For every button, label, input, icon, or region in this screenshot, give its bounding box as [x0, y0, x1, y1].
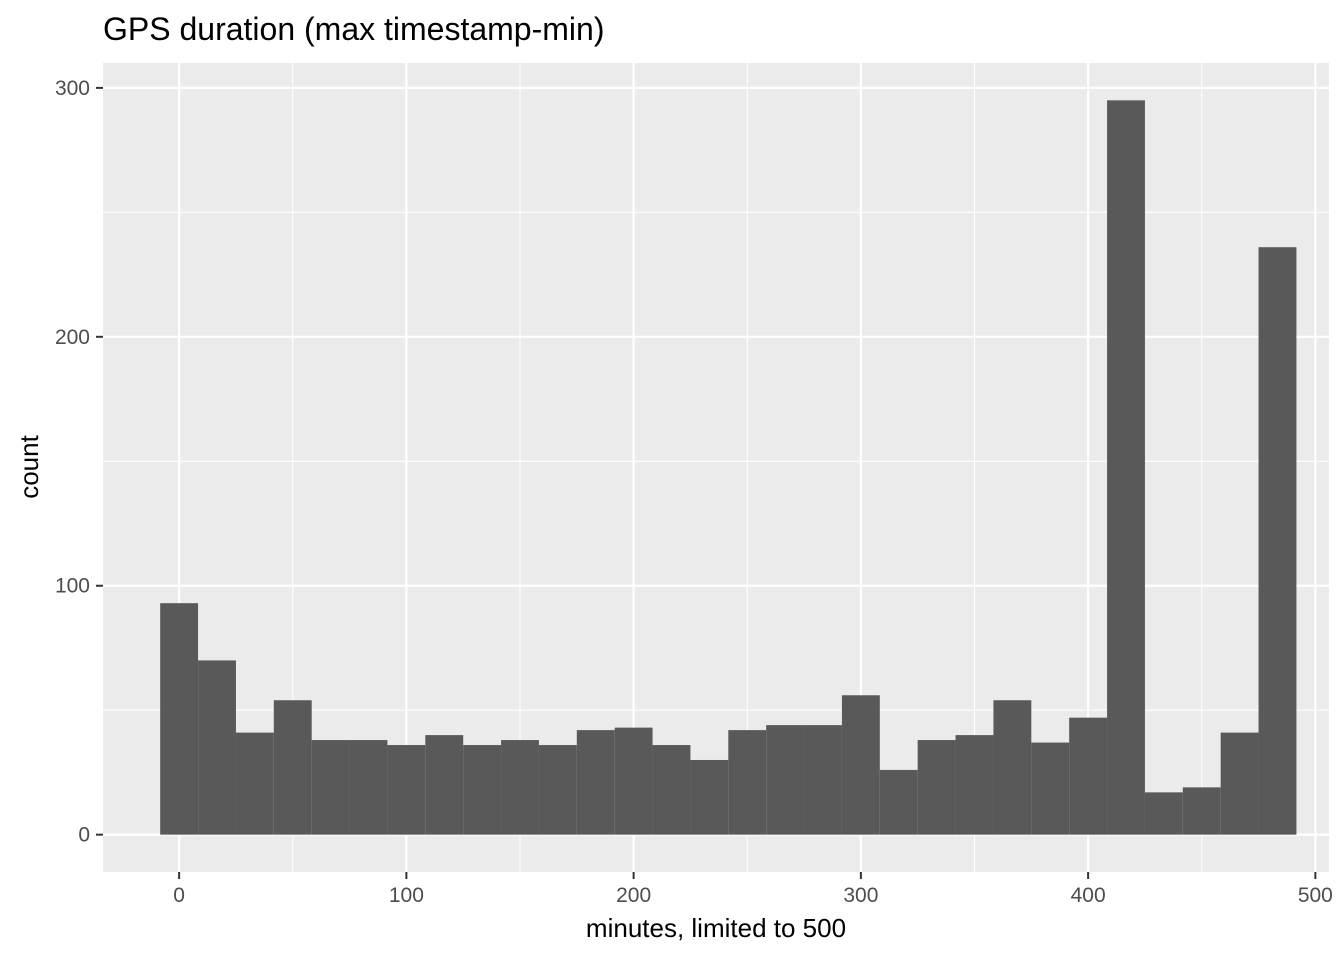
- y-tick-label: 300: [55, 77, 90, 100]
- histogram-bar: [841, 695, 880, 835]
- histogram-bars: [160, 100, 1297, 835]
- histogram-bar: [198, 660, 236, 835]
- chart-title: GPS duration (max timestamp-min): [103, 11, 604, 47]
- x-axis: 0 100 200 300 400 500: [173, 872, 1333, 907]
- histogram-bar: [1258, 247, 1297, 835]
- histogram-bar: [538, 745, 577, 835]
- histogram-bar: [804, 725, 842, 835]
- y-axis-title: count: [14, 434, 44, 498]
- y-tick-label: 200: [55, 326, 90, 349]
- histogram-bar: [1182, 787, 1221, 835]
- x-tick-label: 0: [173, 884, 185, 907]
- x-tick-label: 300: [843, 884, 878, 907]
- y-tick-label: 100: [55, 575, 90, 598]
- histogram-bar: [690, 759, 729, 835]
- histogram-bar: [501, 740, 539, 835]
- histogram-bar: [387, 745, 426, 835]
- x-axis-title: minutes, limited to 500: [586, 913, 846, 943]
- histogram-bar: [1220, 732, 1259, 835]
- histogram-bar: [235, 732, 274, 835]
- x-tick-label: 200: [616, 884, 651, 907]
- histogram-bar: [1031, 742, 1070, 835]
- histogram-bar: [1144, 792, 1183, 835]
- histogram-bar: [993, 700, 1032, 835]
- y-axis: 0 100 200 300: [55, 77, 103, 847]
- histogram-bar: [879, 769, 918, 835]
- histogram-bar: [160, 603, 199, 835]
- histogram-bar: [1069, 717, 1108, 835]
- histogram-bar: [766, 725, 805, 835]
- histogram-bar: [728, 730, 767, 835]
- histogram-bar: [614, 727, 653, 835]
- x-tick-label: 400: [1071, 884, 1106, 907]
- histogram-bar: [1107, 100, 1145, 835]
- histogram-bar: [349, 740, 388, 835]
- histogram-bar: [463, 745, 502, 835]
- x-tick-label: 100: [389, 884, 424, 907]
- y-tick-label: 0: [78, 824, 90, 847]
- x-tick-label: 500: [1298, 884, 1333, 907]
- histogram-bar: [311, 740, 350, 835]
- histogram-bar: [955, 735, 994, 835]
- histogram-bar: [576, 730, 615, 835]
- histogram-bar: [652, 745, 691, 835]
- histogram-bar: [273, 700, 312, 835]
- histogram-bar: [917, 740, 956, 835]
- histogram-bar: [425, 735, 464, 835]
